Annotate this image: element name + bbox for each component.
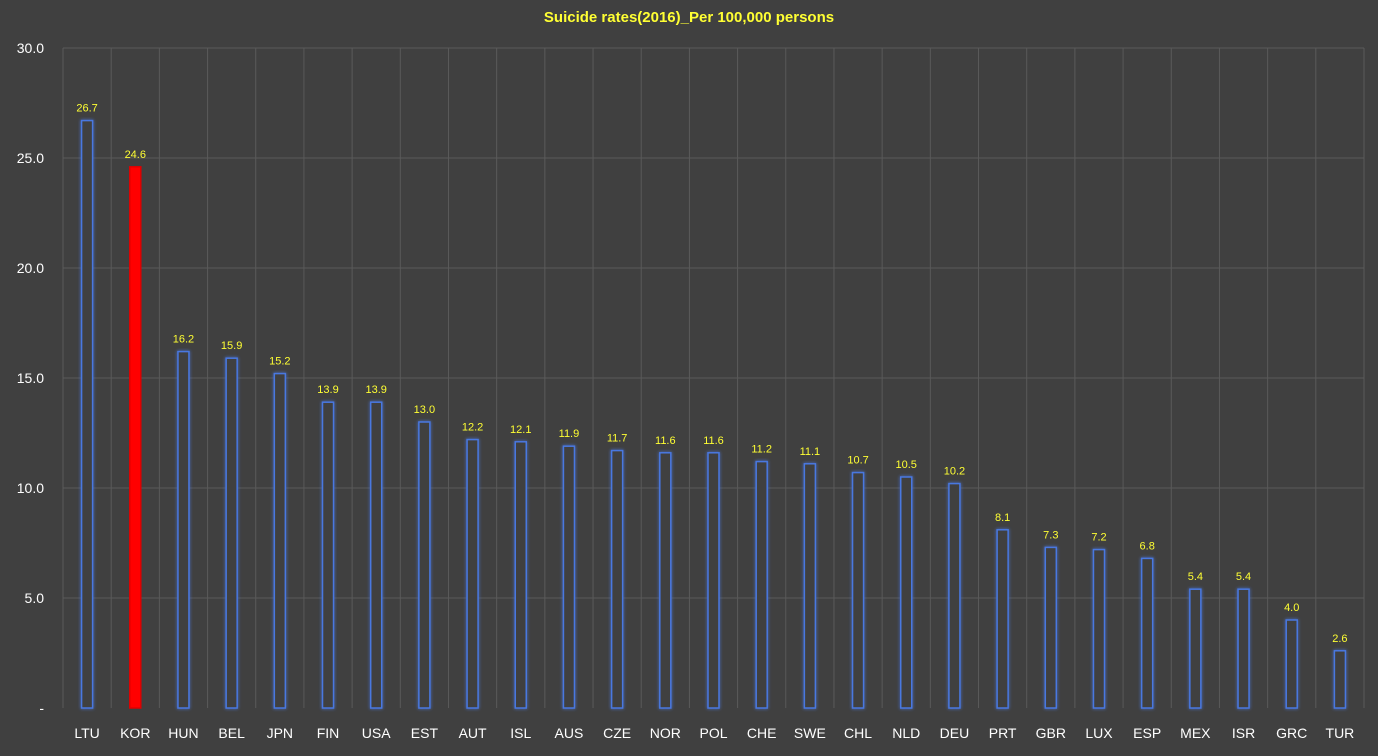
x-tick-label: LUX bbox=[1085, 725, 1113, 741]
bar bbox=[803, 463, 817, 709]
bar bbox=[1140, 557, 1154, 709]
data-label: 11.6 bbox=[655, 435, 676, 447]
bar bbox=[1237, 588, 1250, 709]
x-tick-label: LTU bbox=[74, 725, 99, 741]
bar bbox=[707, 452, 720, 709]
data-label: 11.2 bbox=[751, 444, 772, 456]
bar bbox=[610, 449, 624, 709]
x-tick-label: POL bbox=[699, 725, 727, 741]
x-tick-label: GBR bbox=[1036, 725, 1066, 741]
bar bbox=[1285, 619, 1298, 709]
data-label: 7.3 bbox=[1043, 529, 1058, 541]
bar bbox=[418, 421, 431, 709]
data-label: 11.6 bbox=[703, 435, 724, 447]
data-label: 12.2 bbox=[462, 422, 483, 434]
x-tick-label: GRC bbox=[1276, 725, 1307, 741]
data-label: 11.7 bbox=[607, 433, 628, 445]
bar bbox=[80, 119, 94, 709]
bar bbox=[562, 445, 576, 709]
bar bbox=[1333, 650, 1347, 709]
bar bbox=[755, 460, 768, 709]
bar bbox=[321, 401, 335, 709]
y-tick-label: 5.0 bbox=[25, 590, 45, 606]
bar bbox=[369, 401, 383, 709]
x-tick-label: AUT bbox=[459, 725, 487, 741]
x-tick-label: HUN bbox=[168, 725, 198, 741]
data-label: 4.0 bbox=[1284, 602, 1299, 614]
x-tick-label: ISR bbox=[1232, 725, 1255, 741]
x-tick-label: AUS bbox=[555, 725, 584, 741]
x-tick-label: JPN bbox=[267, 725, 293, 741]
bar bbox=[514, 441, 528, 709]
data-label: 10.5 bbox=[896, 459, 917, 471]
x-tick-label: CHL bbox=[844, 725, 872, 741]
bar bbox=[899, 476, 913, 709]
x-tick-label: KOR bbox=[120, 725, 150, 741]
bar bbox=[948, 482, 961, 709]
data-label: 15.9 bbox=[221, 340, 242, 352]
x-tick-label: CHE bbox=[747, 725, 777, 741]
x-tick-label: NOR bbox=[650, 725, 681, 741]
bar bbox=[1189, 588, 1202, 709]
x-tick-label: SWE bbox=[794, 725, 826, 741]
data-label: 13.0 bbox=[414, 404, 435, 416]
x-tick-label: CZE bbox=[603, 725, 631, 741]
x-tick-label: ISL bbox=[510, 725, 531, 741]
x-tick-label: BEL bbox=[218, 725, 245, 741]
bar bbox=[225, 357, 238, 709]
y-tick-label: 10.0 bbox=[17, 480, 44, 496]
data-label: 8.1 bbox=[995, 512, 1010, 524]
data-label: 5.4 bbox=[1188, 571, 1203, 583]
data-label: 7.2 bbox=[1091, 532, 1106, 544]
y-tick-label: 25.0 bbox=[17, 150, 44, 166]
data-label: 11.1 bbox=[800, 446, 821, 458]
x-tick-label: TUR bbox=[1326, 725, 1355, 741]
x-tick-label: FIN bbox=[317, 725, 340, 741]
y-tick-label: 15.0 bbox=[17, 370, 44, 386]
chart-title: Suicide rates(2016)_Per 100,000 persons bbox=[543, 9, 835, 26]
x-tick-label: EST bbox=[411, 725, 439, 741]
data-label: 10.2 bbox=[944, 466, 965, 478]
data-label: 16.2 bbox=[173, 334, 194, 346]
bar bbox=[851, 471, 865, 709]
bar bbox=[1044, 546, 1058, 709]
data-label: 5.4 bbox=[1236, 571, 1251, 583]
x-tick-label: DEU bbox=[940, 725, 970, 741]
x-tick-label: PRT bbox=[989, 725, 1017, 741]
data-label: 6.8 bbox=[1140, 540, 1155, 552]
bar bbox=[129, 166, 142, 709]
x-tick-label: ESP bbox=[1133, 725, 1161, 741]
x-tick-label: NLD bbox=[892, 725, 920, 741]
data-label: 15.2 bbox=[269, 356, 290, 368]
data-label: 26.7 bbox=[76, 103, 97, 115]
x-tick-label: USA bbox=[362, 725, 391, 741]
bar bbox=[659, 452, 672, 709]
data-label: 10.7 bbox=[847, 455, 868, 467]
bar bbox=[996, 529, 1009, 709]
data-label: 13.9 bbox=[365, 384, 386, 396]
bar bbox=[1092, 548, 1106, 709]
data-label: 13.9 bbox=[317, 384, 338, 396]
bar bbox=[273, 372, 287, 709]
y-tick-label: 30.0 bbox=[17, 40, 44, 56]
y-tick-label: - bbox=[39, 700, 44, 716]
bar bbox=[466, 438, 479, 709]
data-label: 2.6 bbox=[1332, 633, 1347, 645]
y-tick-label: 20.0 bbox=[17, 260, 44, 276]
data-label: 24.6 bbox=[125, 149, 146, 161]
data-label: 12.1 bbox=[510, 424, 531, 436]
data-label: 11.9 bbox=[559, 428, 580, 440]
x-tick-label: MEX bbox=[1180, 725, 1211, 741]
bar bbox=[177, 350, 190, 709]
